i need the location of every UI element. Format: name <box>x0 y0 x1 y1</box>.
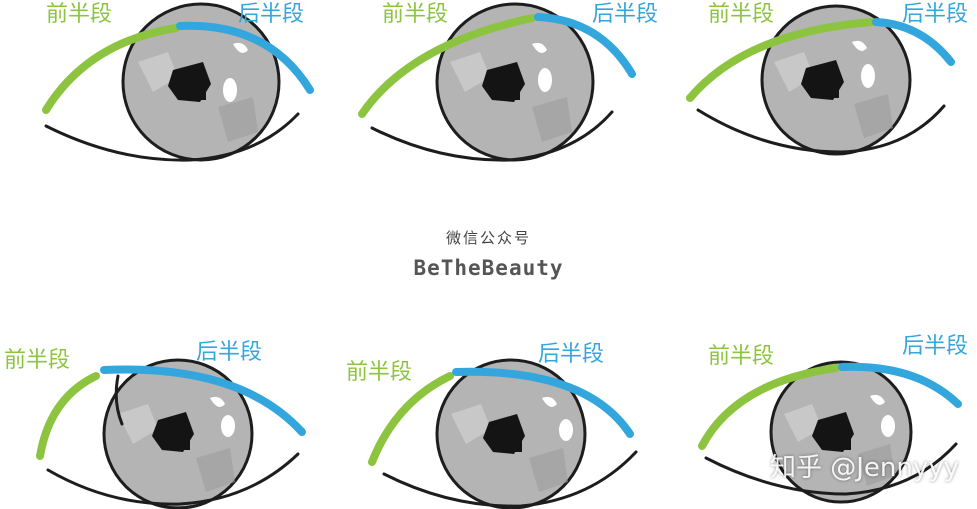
eye-illustration <box>36 358 306 509</box>
eye-illustration <box>368 358 638 509</box>
back-half-label: 后半段 <box>902 2 969 27</box>
eye-diagram-5: 前半段 后半段 <box>346 334 656 509</box>
front-half-label: 前半段 <box>4 348 71 373</box>
front-half-label: 前半段 <box>708 2 775 27</box>
eye-diagram-1: 前半段 后半段 <box>28 2 338 177</box>
eye-illustration <box>686 4 955 156</box>
front-half-label: 前半段 <box>46 2 113 27</box>
back-half-label: 后半段 <box>538 342 605 367</box>
front-half-label: 前半段 <box>708 344 775 369</box>
eye-diagram-2: 前半段 后半段 <box>350 2 660 177</box>
eye-diagram-6: 前半段 后半段 <box>666 334 976 509</box>
eye-illustration <box>42 2 314 162</box>
back-half-label: 后半段 <box>902 334 969 359</box>
eye-diagram-3: 前半段 后半段 <box>676 2 977 177</box>
zhihu-watermark: 知乎 @Jennyyy <box>769 453 959 483</box>
back-half-label: 后半段 <box>196 340 263 365</box>
front-half-label: 前半段 <box>382 2 449 27</box>
back-half-label: 后半段 <box>592 2 659 27</box>
eye-illustration <box>698 360 962 504</box>
eye-diagram-4: 前半段 后半段 <box>0 334 310 509</box>
wechat-account-subtitle: 微信公众号 <box>445 229 531 247</box>
account-name-title: BeTheBeauty <box>413 256 564 280</box>
front-half-label: 前半段 <box>346 360 413 385</box>
back-half-label: 后半段 <box>238 2 305 27</box>
eye-illustration <box>358 2 636 162</box>
